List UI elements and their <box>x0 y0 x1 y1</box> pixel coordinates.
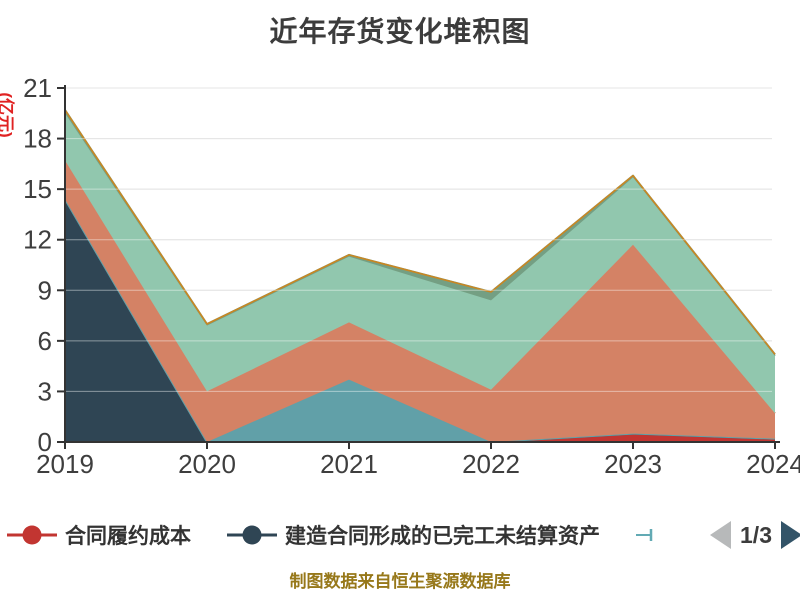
chart-title: 近年存货变化堆积图 <box>269 16 531 47</box>
legend-prev-arrow-icon[interactable] <box>710 521 732 549</box>
y-tick-label: 12 <box>23 225 52 255</box>
legend-next-arrow-icon[interactable] <box>781 521 800 549</box>
legend-page-indicator: 1/3 <box>740 521 772 548</box>
area-series-3 <box>65 160 775 442</box>
legend-marker-icon <box>7 525 57 545</box>
legend-pager: 1/3 <box>710 521 800 549</box>
x-tick-label: 2019 <box>36 449 94 479</box>
legend-next-item-partial-marker-icon[interactable] <box>636 522 656 548</box>
y-tick-label: 3 <box>38 376 52 406</box>
y-tick-label: 21 <box>23 73 52 103</box>
y-tick-label: 15 <box>23 174 52 204</box>
x-tick-label: 2021 <box>320 449 378 479</box>
legend-marker-icon <box>227 525 277 545</box>
legend-items: 合同履约成本 建造合同形成的已完工未结算资产 <box>7 520 656 550</box>
x-tick-label: 2020 <box>178 449 236 479</box>
legend-item-1[interactable]: 建造合同形成的已完工未结算资产 <box>227 520 600 550</box>
y-tick-label: 9 <box>38 275 52 305</box>
legend-item-label: 合同履约成本 <box>65 525 191 548</box>
legend-bar: 合同履约成本 建造合同形成的已完工未结算资产 1/3 <box>0 514 800 556</box>
y-tick-label: 0 <box>38 427 52 457</box>
data-source-note: 制图数据来自恒生聚源数据库 <box>289 572 511 591</box>
legend-item-label: 建造合同形成的已完工未结算资产 <box>285 525 600 548</box>
y-tick-label: 18 <box>23 124 52 154</box>
line-series-6 <box>64 109 776 355</box>
area-series-1 <box>65 199 775 442</box>
area-series-4 <box>65 113 775 414</box>
legend-item-0[interactable]: 合同履约成本 <box>7 520 191 550</box>
x-tick-label: 2022 <box>462 449 520 479</box>
x-tick-label: 2024 <box>746 449 800 479</box>
x-tick-label: 2023 <box>604 449 662 479</box>
y-tick-label: 6 <box>38 326 52 356</box>
